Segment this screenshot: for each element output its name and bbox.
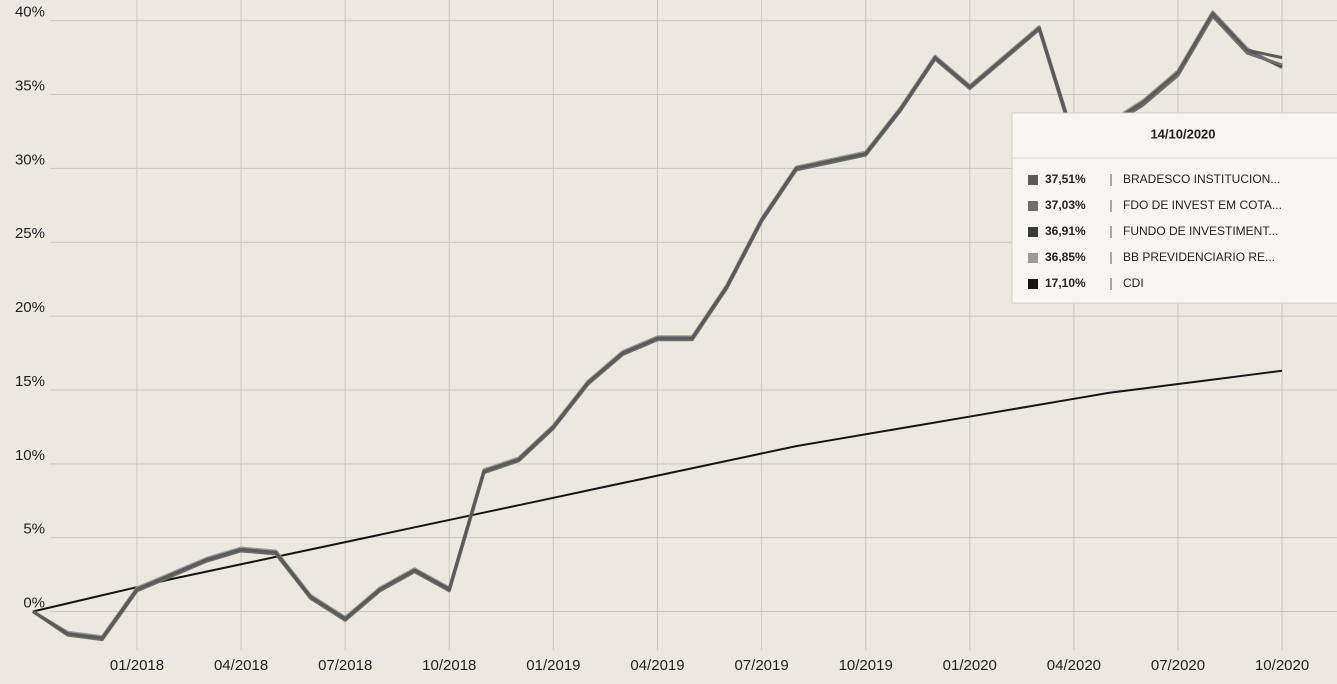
y-tick-label: 10% — [15, 447, 45, 464]
y-tick-label: 20% — [15, 299, 45, 316]
x-tick-label: 01/2018 — [110, 657, 164, 674]
tooltip-value: 37,51% — [1045, 172, 1086, 186]
series-line — [32, 369, 1283, 613]
x-tick-label: 01/2020 — [943, 657, 997, 674]
tooltip-title: 14/10/2020 — [1150, 126, 1215, 141]
legend-swatch — [1028, 201, 1038, 211]
legend-label: FDO DE INVEST EM COTA... — [1123, 198, 1282, 212]
x-tick-label: 10/2020 — [1255, 657, 1309, 674]
tooltip: 14/10/2020 37,51% BRADESCO INSTITUCION...… — [1011, 112, 1337, 304]
x-tick-label: 04/2020 — [1047, 657, 1101, 674]
x-tick-label: 04/2018 — [214, 657, 268, 674]
x-tick-label: 07/2020 — [1151, 657, 1205, 674]
tooltip-box — [1011, 112, 1337, 304]
legend-label: BRADESCO INSTITUCION... — [1123, 172, 1280, 186]
x-tick-label: 10/2019 — [839, 657, 893, 674]
y-tick-label: 40% — [15, 4, 45, 21]
y-tick-label: 35% — [15, 78, 45, 95]
x-tick-label: 07/2019 — [734, 657, 788, 674]
y-tick-label: 15% — [15, 373, 45, 390]
tooltip-value: 17,10% — [1045, 276, 1086, 290]
tooltip-value: 37,03% — [1045, 198, 1086, 212]
y-tick-label: 25% — [15, 225, 45, 242]
legend-swatch — [1028, 227, 1038, 237]
legend-label: CDI — [1123, 276, 1144, 290]
legend-swatch — [1028, 175, 1038, 185]
x-tick-label: 07/2018 — [318, 657, 372, 674]
y-tick-label: 30% — [15, 151, 45, 168]
y-tick-label: 0% — [23, 594, 45, 611]
x-tick-label: 10/2018 — [422, 657, 476, 674]
y-tick-label: 5% — [23, 521, 45, 538]
grid — [50, 0, 1337, 650]
legend-swatch — [1028, 279, 1038, 289]
legend-label: BB PREVIDENCIARIO RE... — [1123, 250, 1275, 264]
legend-swatch — [1028, 253, 1038, 263]
tooltip-value: 36,91% — [1045, 224, 1086, 238]
tooltip-value: 36,85% — [1045, 250, 1086, 264]
x-tick-label: 04/2019 — [630, 657, 684, 674]
x-tick-label: 01/2019 — [526, 657, 580, 674]
legend-label: FUNDO DE INVESTIMENT... — [1123, 224, 1278, 238]
